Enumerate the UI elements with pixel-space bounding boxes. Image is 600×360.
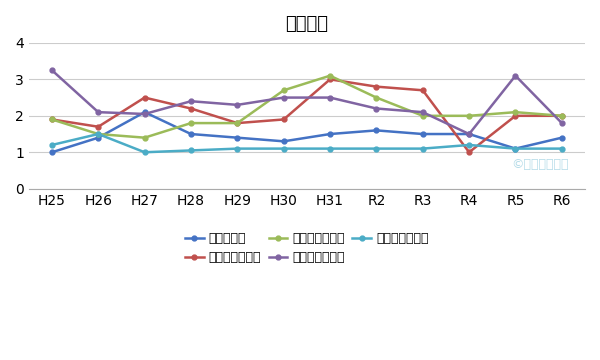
生物応用化学科: [466, 132, 473, 136]
機械工学科: [558, 135, 565, 140]
Line: 電子制御工学科: 電子制御工学科: [49, 73, 564, 140]
機械工学科: [512, 147, 519, 151]
電子制御工学科: [326, 73, 334, 78]
電子制御工学科: [373, 95, 380, 100]
機械工学科: [95, 135, 102, 140]
電子制御工学科: [512, 110, 519, 114]
電子制御工学科: [234, 121, 241, 125]
電気情報工学科: [234, 121, 241, 125]
機械工学科: [280, 139, 287, 144]
機械工学科: [187, 132, 194, 136]
生物応用化学科: [419, 110, 427, 114]
環境材料工学科: [512, 147, 519, 151]
生物応用化学科: [373, 106, 380, 111]
Legend: 機械工学科, 電気情報工学科, 電子制御工学科, 生物応用化学科, 環境材料工学科: 機械工学科, 電気情報工学科, 電子制御工学科, 生物応用化学科, 環境材料工学…: [180, 227, 434, 269]
環境材料工学科: [280, 147, 287, 151]
生物応用化学科: [187, 99, 194, 103]
機械工学科: [234, 135, 241, 140]
機械工学科: [419, 132, 427, 136]
電子制御工学科: [558, 114, 565, 118]
機械工学科: [141, 110, 148, 114]
電子制御工学科: [280, 88, 287, 93]
生物応用化学科: [95, 110, 102, 114]
電気情報工学科: [49, 117, 56, 122]
Line: 電気情報工学科: 電気情報工学科: [49, 77, 564, 155]
機械工学科: [49, 150, 56, 154]
Line: 機械工学科: 機械工学科: [49, 110, 564, 155]
環境材料工学科: [187, 148, 194, 153]
電子制御工学科: [95, 132, 102, 136]
環境材料工学科: [419, 147, 427, 151]
環境材料工学科: [95, 132, 102, 136]
電気情報工学科: [280, 117, 287, 122]
生物応用化学科: [512, 73, 519, 78]
生物応用化学科: [326, 95, 334, 100]
電気情報工学科: [373, 85, 380, 89]
生物応用化学科: [558, 121, 565, 125]
環境材料工学科: [326, 147, 334, 151]
機械工学科: [326, 132, 334, 136]
電子制御工学科: [419, 114, 427, 118]
Line: 環境材料工学科: 環境材料工学科: [49, 132, 564, 155]
環境材料工学科: [234, 147, 241, 151]
環境材料工学科: [141, 150, 148, 154]
Line: 生物応用化学科: 生物応用化学科: [49, 68, 564, 136]
電気情報工学科: [326, 77, 334, 81]
電気情報工学科: [141, 95, 148, 100]
電子制御工学科: [466, 114, 473, 118]
電気情報工学科: [466, 150, 473, 154]
機械工学科: [466, 132, 473, 136]
生物応用化学科: [49, 68, 56, 72]
機械工学科: [373, 128, 380, 132]
環境材料工学科: [373, 147, 380, 151]
電気情報工学科: [187, 106, 194, 111]
環境材料工学科: [49, 143, 56, 147]
Text: ©高専受験計画: ©高専受験計画: [511, 158, 568, 171]
電子制御工学科: [187, 121, 194, 125]
生物応用化学科: [141, 112, 148, 116]
環境材料工学科: [558, 147, 565, 151]
電気情報工学科: [419, 88, 427, 93]
電気情報工学科: [95, 125, 102, 129]
電気情報工学科: [512, 114, 519, 118]
電子制御工学科: [141, 135, 148, 140]
生物応用化学科: [280, 95, 287, 100]
電気情報工学科: [558, 114, 565, 118]
電子制御工学科: [49, 117, 56, 122]
環境材料工学科: [466, 143, 473, 147]
Title: 推荷選抜: 推荷選抜: [286, 15, 328, 33]
生物応用化学科: [234, 103, 241, 107]
